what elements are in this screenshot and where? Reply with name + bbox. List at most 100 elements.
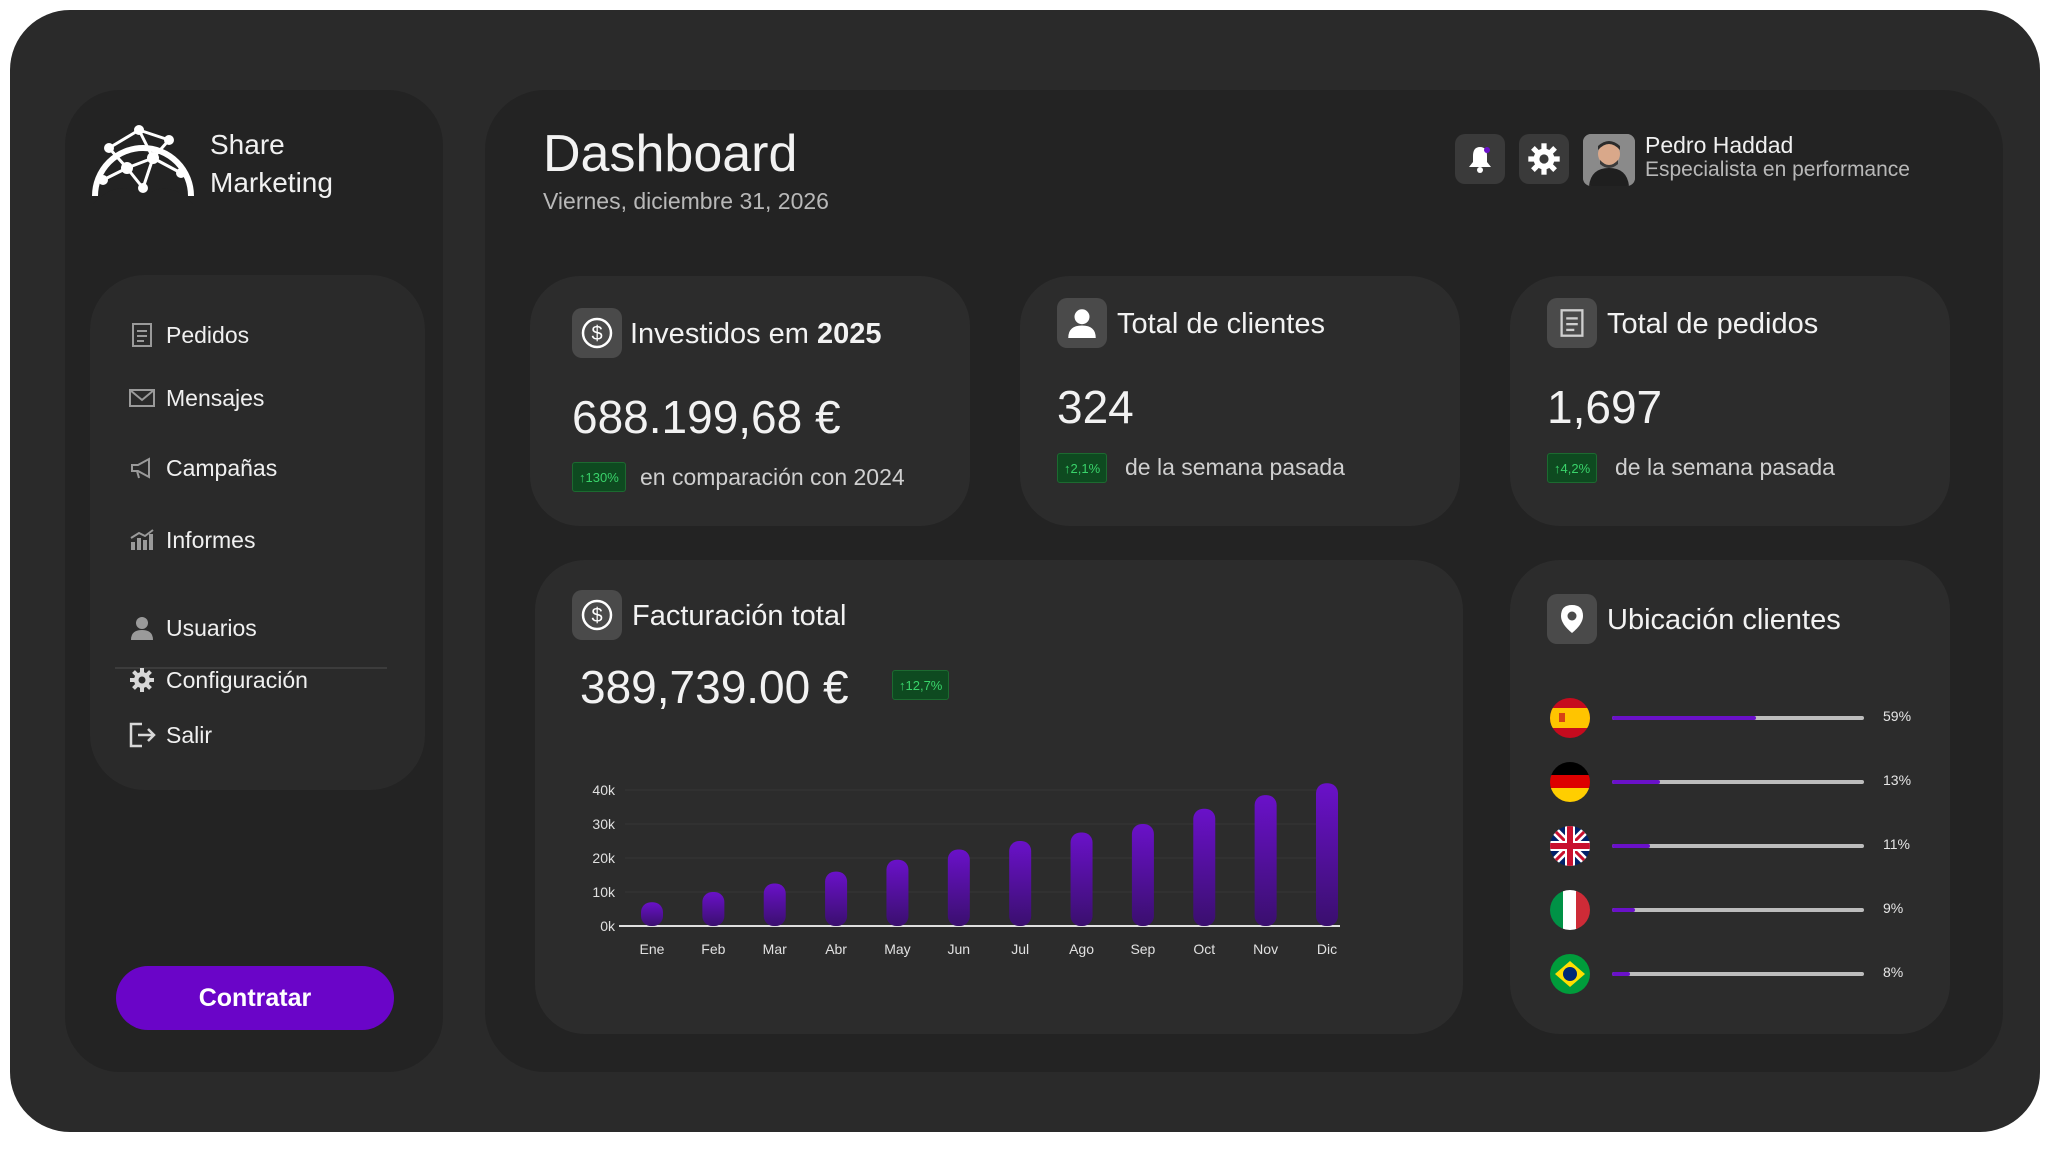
y-tick-label: 10k	[592, 884, 616, 900]
nav-item-mensajes[interactable]: Mensajes	[128, 378, 264, 418]
x-tick-label: May	[884, 941, 910, 957]
location-pin-icon	[1547, 594, 1597, 644]
invested-title: Investidos em 2025	[630, 318, 882, 351]
location-fill	[1612, 908, 1635, 912]
user-name: Pedro Haddad	[1645, 132, 1794, 158]
x-tick-label: Abr	[825, 941, 847, 957]
dollar-icon: $	[572, 308, 622, 358]
gear-icon	[128, 666, 156, 694]
page-date: Viernes, diciembre 31, 2026	[543, 188, 829, 214]
nav-label: Salir	[166, 721, 213, 748]
nav-item-usuarios[interactable]: Usuarios	[128, 608, 257, 648]
location-percent: 59%	[1883, 708, 1912, 724]
locations-card: Ubicación clientes 59% 13% 11% 9%	[1510, 560, 1950, 1034]
location-percent: 8%	[1883, 964, 1904, 980]
orders-value: 1,697	[1547, 381, 1663, 433]
germany-flag-icon	[1550, 762, 1590, 802]
bar-ago	[1070, 832, 1093, 926]
location-percent: 11%	[1883, 836, 1910, 852]
document-icon	[1547, 298, 1597, 348]
mail-icon	[128, 384, 156, 412]
bar-ene	[641, 902, 663, 926]
logout-icon	[128, 721, 156, 749]
brand-line-1: Share	[210, 129, 285, 160]
location-fill	[1612, 972, 1630, 976]
bar-jul	[1009, 841, 1032, 926]
megaphone-icon	[128, 454, 156, 482]
x-tick-label: Mar	[763, 941, 787, 957]
clients-caption: de la semana pasada	[1125, 454, 1345, 480]
invested-title-prefix: Investidos em	[630, 318, 809, 350]
page-title: Dashboard	[543, 125, 798, 183]
location-percent: 13%	[1883, 772, 1912, 788]
orders-badge: ↑4,2%	[1547, 453, 1598, 483]
notifications-button[interactable]	[1455, 134, 1505, 184]
contratar-button[interactable]: Contratar	[116, 966, 394, 1030]
x-tick-label: Ago	[1069, 941, 1094, 957]
document-icon	[128, 321, 156, 349]
location-fill	[1612, 716, 1756, 720]
x-tick-label: Feb	[701, 941, 725, 957]
invested-card: $ Investidos em 2025 688.199,68 € ↑130% …	[530, 276, 970, 526]
invested-caption: en comparación con 2024	[640, 464, 905, 490]
user-icon	[128, 614, 156, 642]
location-row-brazil: 8%	[1550, 952, 1930, 996]
orders-title: Total de pedidos	[1607, 308, 1819, 340]
nav-label: Pedidos	[166, 321, 250, 348]
invested-value: 688.199,68 €	[572, 391, 841, 443]
nav-divider	[115, 667, 387, 669]
y-tick-label: 20k	[592, 850, 616, 866]
x-tick-label: Sep	[1130, 941, 1155, 957]
x-tick-label: Ene	[640, 941, 665, 957]
orders-caption: de la semana pasada	[1615, 454, 1835, 480]
location-track	[1612, 908, 1864, 912]
bell-icon	[1469, 147, 1491, 173]
brand-line-2: Marketing	[210, 167, 333, 198]
location-row-spain: 59%	[1550, 696, 1930, 740]
app-frame: Share Marketing Pedidos Mensajes Camp	[10, 10, 2040, 1132]
main-panel: Dashboard Viernes, diciembre 31, 2026 Pe…	[485, 90, 2003, 1072]
avatar[interactable]	[1583, 134, 1635, 186]
x-tick-label: Oct	[1193, 941, 1215, 957]
nav-item-salir[interactable]: Salir	[128, 715, 212, 755]
bar-may	[886, 859, 909, 926]
nav-item-campanas[interactable]: Campañas	[128, 448, 277, 488]
bar-dic	[1316, 783, 1338, 926]
dollar-icon: $	[572, 590, 622, 640]
nav-item-informes[interactable]: Informes	[128, 520, 255, 560]
nav-item-configuracion[interactable]: Configuración	[128, 660, 308, 700]
nav-item-pedidos[interactable]: Pedidos	[128, 315, 249, 355]
bar-abr	[825, 871, 848, 926]
italy-flag-icon	[1550, 890, 1590, 930]
brazil-flag-icon	[1550, 954, 1590, 994]
nav-label: Informes	[166, 526, 256, 553]
clients-badge: ↑2,1%	[1057, 453, 1108, 483]
location-track	[1612, 972, 1864, 976]
invested-title-year: 2025	[816, 318, 882, 350]
user-icon	[1057, 298, 1107, 348]
location-fill	[1612, 780, 1660, 784]
sidebar: Share Marketing Pedidos Mensajes Camp	[65, 90, 443, 1072]
invested-badge: ↑130%	[572, 462, 626, 492]
billing-bar-chart: 0k 10k 20k 30k 40k Ene Feb Mar Abr May Jun Jul Ago Se…	[592, 782, 1340, 957]
billing-title: Facturación total	[632, 600, 847, 632]
bar-jun	[947, 849, 970, 926]
uk-flag-icon	[1550, 826, 1590, 866]
x-tick-label: Nov	[1253, 941, 1278, 957]
bar-mar	[763, 883, 786, 926]
locations-title: Ubicación clientes	[1607, 604, 1841, 636]
nav-label: Campañas	[166, 454, 278, 481]
bar-sep	[1131, 824, 1154, 926]
billing-badge: ↑12,7%	[892, 670, 950, 700]
settings-button[interactable]	[1519, 134, 1569, 184]
location-track	[1612, 716, 1864, 720]
bar-nov	[1254, 795, 1277, 926]
bar-feb	[702, 892, 725, 926]
billing-card: $ Facturación total 389,739.00 € ↑12,7% …	[535, 560, 1463, 1034]
orders-card: Total de pedidos 1,697 ↑4,2% de la seman…	[1510, 276, 1950, 526]
clients-title: Total de clientes	[1117, 308, 1325, 340]
billing-value: 389,739.00 €	[580, 661, 849, 713]
svg-text:$: $	[591, 323, 602, 345]
location-track	[1612, 780, 1864, 784]
clients-card: Total de clientes 324 ↑2,1% de la semana…	[1020, 276, 1460, 526]
